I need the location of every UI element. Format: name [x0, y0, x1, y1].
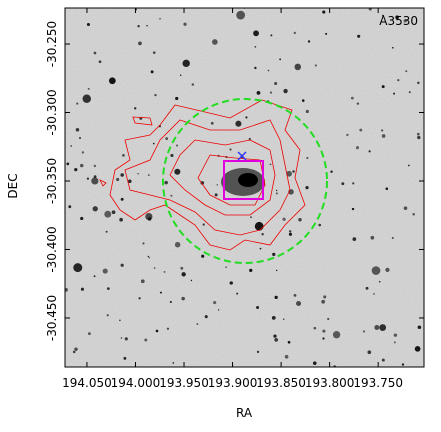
box-region [223, 160, 264, 200]
stars [65, 8, 422, 367]
circle-region [162, 98, 328, 264]
annotation: A3530 [379, 14, 418, 28]
y-tick-label: -30.400 [45, 226, 59, 272]
y-tick-label: -30.450 [45, 295, 59, 341]
x-tick-label: 193.850 [256, 376, 306, 390]
x-tick-label: 194.050 [62, 376, 112, 390]
sky-image [65, 8, 424, 367]
x-tick-label: 193.750 [353, 376, 403, 390]
y-axis-label: DEC [6, 173, 20, 198]
x-tick-label: 194.000 [111, 376, 161, 390]
x-tick-label: 193.950 [159, 376, 209, 390]
x-axis-label: RA [236, 406, 253, 420]
y-tick-label: -30.250 [45, 21, 59, 67]
center-marker [237, 151, 247, 161]
y-tick-label: -30.300 [45, 89, 59, 135]
contours [99, 99, 306, 251]
x-tick-label: 193.800 [305, 376, 355, 390]
x-tick-label: 193.900 [208, 376, 258, 390]
plot-frame [64, 7, 425, 368]
y-tick-label: -30.350 [45, 158, 59, 204]
